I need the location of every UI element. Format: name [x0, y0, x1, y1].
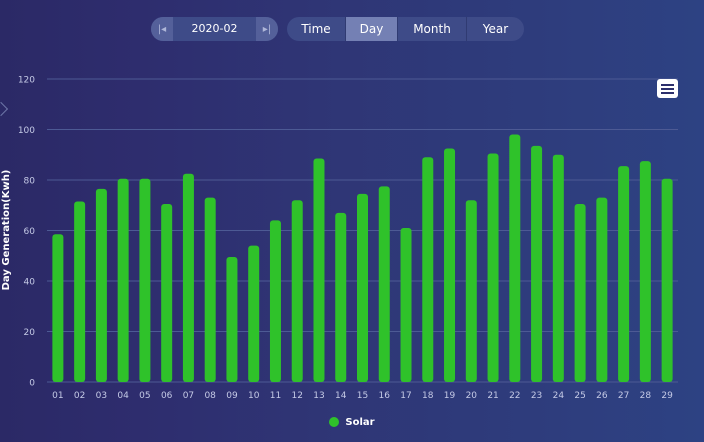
x-tick-label: 09	[226, 391, 238, 401]
x-tick-label: 12	[291, 391, 302, 401]
x-tick-label: 16	[379, 391, 391, 401]
y-tick-label: 120	[18, 76, 35, 86]
bar-24[interactable]	[552, 154, 564, 382]
y-tick-label: 80	[24, 177, 36, 187]
x-tick-label: 06	[161, 391, 173, 401]
y-axis-ticks: 0 20 40 60 80 100 120	[18, 76, 35, 389]
tab-time[interactable]: Time	[287, 17, 346, 41]
x-tick-label: 15	[357, 391, 368, 401]
bar-23[interactable]	[531, 145, 543, 382]
bar-01[interactable]	[52, 234, 64, 382]
toolbar: |◂ 2020-02 ▸| Time Day Month Year	[0, 17, 704, 41]
x-tick-label: 23	[531, 391, 542, 401]
bar-03[interactable]	[95, 188, 107, 382]
bar-08[interactable]	[204, 197, 216, 382]
bar-18[interactable]	[422, 157, 434, 382]
x-tick-label: 02	[74, 391, 85, 401]
x-tick-label: 22	[509, 391, 520, 401]
x-tick-label: 07	[183, 391, 194, 401]
bar-05[interactable]	[139, 178, 151, 382]
y-axis-label: Day Generation(Kwh)	[1, 170, 12, 291]
x-tick-label: 25	[574, 391, 585, 401]
bar-28[interactable]	[639, 161, 651, 382]
x-axis-ticks: 01 02 03 04 05 06 07 08 09 10 11 12 13 14 15 16 17 18 19 20…	[52, 391, 673, 401]
month-picker: |◂ 2020-02 ▸|	[151, 17, 278, 41]
legend-label: Solar	[345, 416, 375, 428]
x-tick-label: 11	[270, 391, 281, 401]
x-tick-label: 01	[52, 391, 63, 401]
x-tick-label: 14	[335, 391, 347, 401]
bar-25[interactable]	[574, 203, 586, 382]
y-tick-label: 100	[18, 126, 35, 136]
bar-29[interactable]	[661, 178, 673, 382]
tab-month[interactable]: Month	[398, 17, 467, 41]
x-tick-label: 18	[422, 391, 434, 401]
bar-20[interactable]	[465, 200, 477, 382]
bar-26[interactable]	[596, 197, 608, 382]
bar-02[interactable]	[74, 201, 86, 382]
month-value[interactable]: 2020-02	[191, 22, 238, 35]
x-tick-label: 10	[248, 391, 260, 401]
legend: Solar	[0, 414, 704, 430]
bar-27[interactable]	[618, 166, 630, 382]
bar-17[interactable]	[400, 227, 412, 382]
bar-12[interactable]	[291, 200, 303, 382]
x-tick-label: 27	[618, 391, 629, 401]
x-tick-label: 17	[400, 391, 411, 401]
bar-11[interactable]	[269, 220, 281, 382]
x-tick-label: 26	[596, 391, 608, 401]
period-tabs: Time Day Month Year	[287, 17, 524, 41]
skip-back-icon[interactable]: |◂	[151, 17, 173, 41]
y-tick-label: 0	[29, 379, 35, 389]
y-tick-label: 20	[24, 328, 36, 338]
x-tick-label: 19	[444, 391, 456, 401]
legend-item-solar[interactable]: Solar	[329, 416, 375, 428]
x-tick-label: 20	[466, 391, 478, 401]
tab-year[interactable]: Year	[482, 22, 509, 36]
bar-06[interactable]	[161, 203, 173, 382]
bar-16[interactable]	[378, 186, 390, 382]
x-tick-label: 08	[204, 391, 216, 401]
bar-21[interactable]	[487, 153, 499, 382]
y-tick-label: 40	[24, 278, 36, 288]
x-tick-label: 21	[487, 391, 498, 401]
legend-marker	[329, 417, 340, 427]
x-tick-label: 05	[139, 391, 150, 401]
x-tick-label: 04	[117, 391, 129, 401]
skip-forward-icon[interactable]: ▸|	[256, 17, 278, 41]
bar-07[interactable]	[182, 173, 194, 382]
y-tick-label: 60	[24, 227, 36, 237]
bar-09[interactable]	[226, 257, 238, 382]
x-tick-label: 28	[640, 391, 652, 401]
tab-day[interactable]: Day	[346, 17, 398, 41]
bar-10[interactable]	[248, 245, 260, 382]
bar-13[interactable]	[313, 158, 325, 382]
x-tick-label: 03	[96, 391, 107, 401]
bar-04[interactable]	[117, 178, 129, 382]
bars	[52, 134, 673, 382]
bar-15[interactable]	[357, 193, 368, 382]
hamburger-menu-icon[interactable]	[657, 79, 678, 98]
x-tick-label: 24	[553, 391, 565, 401]
bar-14[interactable]	[335, 212, 347, 382]
x-tick-label: 29	[661, 391, 673, 401]
bar-22[interactable]	[509, 134, 521, 382]
bar-19[interactable]	[444, 148, 456, 382]
x-tick-label: 13	[313, 391, 324, 401]
